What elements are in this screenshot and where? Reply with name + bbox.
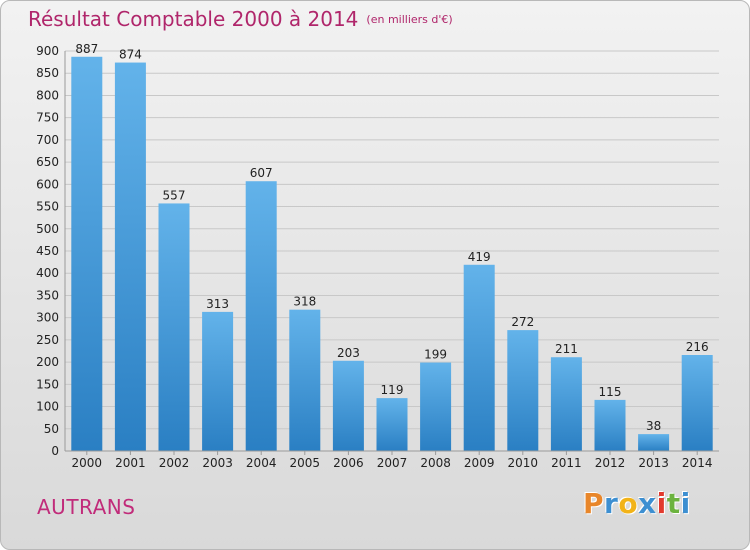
bar-2011 [550, 357, 582, 451]
x-tick-label: 2014 [682, 456, 713, 470]
chart-title: Résultat Comptable 2000 à 2014 (en millie… [28, 7, 453, 31]
commune-name: AUTRANS [37, 495, 136, 519]
y-tick-label: 650 [36, 155, 59, 169]
chart-title-text: Résultat Comptable 2000 à 2014 [28, 7, 359, 31]
y-tick-label: 500 [36, 222, 59, 236]
bar-2004 [245, 181, 277, 451]
x-tick-label: 2003 [202, 456, 233, 470]
bar-2000 [71, 56, 103, 452]
x-tick-label: 2008 [420, 456, 451, 470]
y-tick-label: 800 [36, 88, 59, 102]
bar-value-label: 557 [163, 188, 186, 202]
bar-2002 [158, 203, 190, 451]
logo-letter: x [638, 487, 657, 520]
bar-2005 [289, 309, 321, 451]
logo-letter: r [604, 487, 619, 520]
y-tick-label: 300 [36, 311, 59, 325]
bar-value-label: 318 [293, 295, 316, 309]
logo-letter: i [656, 487, 667, 520]
proxiti-logo: Proxiti [583, 487, 691, 520]
logo-letter: o [618, 487, 639, 520]
bar-2001 [114, 62, 146, 452]
bar-2009 [463, 264, 495, 451]
bar-value-label: 203 [337, 346, 360, 360]
bar-value-label: 874 [119, 48, 142, 62]
x-tick-label: 2004 [246, 456, 277, 470]
y-tick-label: 200 [36, 355, 59, 369]
bar-value-label: 199 [424, 348, 447, 362]
y-tick-label: 50 [44, 422, 59, 436]
x-tick-label: 2006 [333, 456, 364, 470]
bar-2010 [507, 330, 539, 451]
bar-2006 [332, 360, 364, 451]
bar-value-label: 216 [686, 340, 709, 354]
logo-letter: t [666, 487, 681, 520]
y-tick-label: 850 [36, 66, 59, 80]
bar-2003 [202, 311, 234, 451]
bar-2014 [681, 355, 713, 451]
y-tick-label: 350 [36, 288, 59, 302]
y-tick-label: 750 [36, 111, 59, 125]
y-tick-label: 400 [36, 266, 59, 280]
logo-letter: P [583, 487, 605, 520]
x-tick-label: 2009 [464, 456, 495, 470]
bar-value-label: 38 [646, 419, 661, 433]
x-axis: 2000 2001 2002 2003 2004 2005 2006 2007 2008 2009… [65, 450, 719, 470]
bar-value-label: 419 [468, 250, 491, 264]
y-axis: 0 50 100 150 200 250 300 350 400 450 500 550 600 650 7… [36, 44, 66, 458]
y-tick-label: 0 [51, 444, 59, 458]
logo-letter: i [680, 487, 691, 520]
bar-value-label: 607 [250, 166, 273, 180]
y-tick-label: 700 [36, 133, 59, 147]
x-tick-label: 2012 [595, 456, 626, 470]
bar-2008 [420, 362, 452, 451]
bar-2013 [638, 434, 670, 451]
bar-2007 [376, 398, 408, 451]
y-tick-label: 450 [36, 244, 59, 258]
y-tick-label: 250 [36, 333, 59, 347]
x-tick-label: 2011 [551, 456, 582, 470]
x-tick-label: 2002 [159, 456, 190, 470]
x-tick-label: 2013 [638, 456, 669, 470]
x-tick-label: 2001 [115, 456, 146, 470]
x-tick-label: 2005 [290, 456, 321, 470]
bar-value-label: 887 [75, 42, 98, 56]
y-tick-label: 600 [36, 177, 59, 191]
chart-unit: (en milliers d'€) [366, 13, 453, 26]
bar-2012 [594, 399, 626, 451]
bar-value-label: 115 [599, 385, 622, 399]
bar-value-label: 119 [381, 383, 404, 397]
bars: 887 874 557 313 607 318 203 119 199 419 272 211 115 3… [71, 42, 713, 452]
y-tick-label: 550 [36, 200, 59, 214]
bar-value-label: 313 [206, 297, 229, 311]
y-tick-label: 900 [36, 44, 59, 58]
bar-value-label: 211 [555, 342, 578, 356]
x-tick-label: 2010 [508, 456, 539, 470]
y-tick-label: 100 [36, 400, 59, 414]
bar-value-label: 272 [511, 315, 534, 329]
x-tick-label: 2007 [377, 456, 408, 470]
x-tick-label: 2000 [72, 456, 103, 470]
y-tick-label: 150 [36, 377, 59, 391]
